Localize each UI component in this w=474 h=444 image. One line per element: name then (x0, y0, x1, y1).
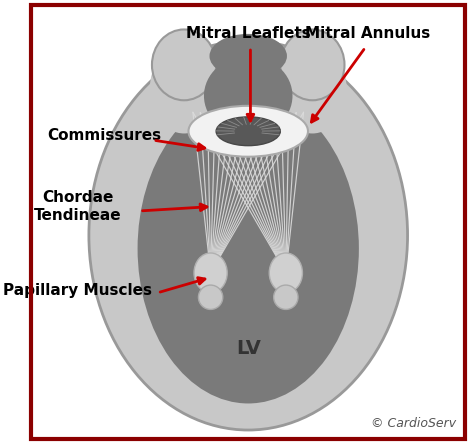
Ellipse shape (194, 253, 227, 293)
Text: Chordae
Tendineae: Chordae Tendineae (34, 190, 122, 223)
Ellipse shape (189, 106, 308, 157)
Ellipse shape (216, 117, 280, 146)
Ellipse shape (199, 285, 223, 309)
Ellipse shape (204, 56, 292, 136)
Text: LV: LV (236, 339, 261, 358)
Ellipse shape (210, 34, 287, 78)
Text: Mitral Leaflets: Mitral Leaflets (186, 26, 310, 41)
Ellipse shape (269, 253, 302, 293)
Ellipse shape (150, 45, 219, 134)
Ellipse shape (137, 94, 359, 404)
Text: Mitral Annulus: Mitral Annulus (305, 26, 430, 41)
Ellipse shape (89, 40, 408, 430)
Ellipse shape (280, 29, 345, 100)
Text: Papillary Muscles: Papillary Muscles (3, 283, 152, 298)
Text: © CardioServ: © CardioServ (371, 417, 456, 430)
Ellipse shape (197, 52, 299, 149)
Text: Commissures: Commissures (47, 128, 162, 143)
Ellipse shape (273, 285, 298, 309)
Ellipse shape (152, 29, 216, 100)
Ellipse shape (278, 45, 346, 134)
